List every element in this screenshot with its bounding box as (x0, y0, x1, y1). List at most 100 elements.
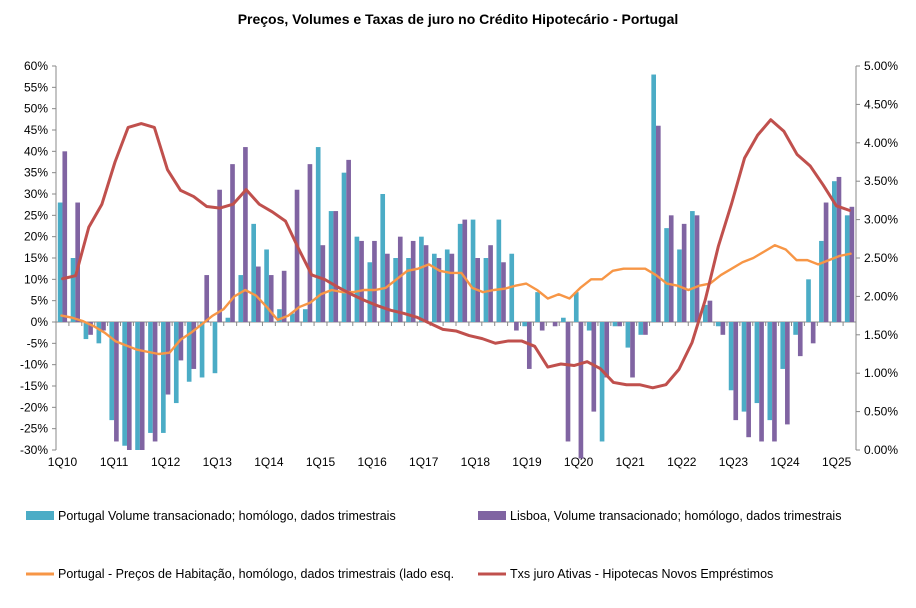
y-left-tick-label: -5% (27, 336, 49, 350)
portugal-volume-bar (173, 322, 179, 404)
portugal-volume-bar (122, 322, 127, 446)
lisboa-volume-bar (772, 322, 777, 442)
y-left-tick-label: 45% (24, 123, 48, 137)
y-right-tick-label: 2.00% (864, 289, 898, 303)
lisboa-volume-bar (397, 236, 403, 322)
portugal-volume-bar (109, 322, 115, 421)
legend-label: Txs juro Ativas - Hipotecas Novos Emprés… (510, 567, 773, 581)
lisboa-volume-bar (501, 262, 506, 322)
lisboa-volume-bar (514, 322, 519, 331)
x-tick-label: 1Q13 (203, 455, 233, 469)
x-tick-label: 1Q12 (151, 455, 181, 469)
portugal-volume-bar (277, 309, 282, 322)
lisboa-volume-bar (436, 258, 442, 322)
lisboa-volume-bar (281, 270, 287, 322)
x-tick-label: 1Q15 (306, 455, 336, 469)
lisboa-volume-bar (746, 322, 751, 438)
y-left-tick-label: 10% (24, 272, 48, 286)
y-right-tick-label: 3.00% (864, 213, 898, 227)
interest-rate-line (61, 118, 851, 390)
portugal-volume-bar (367, 262, 373, 322)
x-tick-label: 1Q18 (461, 455, 491, 469)
portugal-volume-bar (793, 322, 798, 335)
lisboa-volume-bar (630, 322, 635, 378)
lisboa-volume-bar (243, 147, 248, 322)
lisboa-volume-bar (126, 322, 132, 450)
axes-layer: -30% -25% -20% -15% -10% -5% 0% 5% 10% 15% 20% 25% 3… (20, 59, 898, 469)
portugal-volume-bar (470, 219, 476, 322)
portugal-volume-bar (393, 258, 398, 322)
legend: Portugal Volume transacionado; homólogo,… (26, 509, 841, 581)
portugal-volume-bar (57, 202, 63, 322)
portugal-volume-bar (225, 317, 231, 322)
y-left-tick-label: 30% (24, 187, 48, 201)
y-right-tick-label: 4.00% (864, 136, 898, 150)
y-left-tick-label: 35% (24, 166, 48, 180)
lisboa-volume-bar (268, 275, 274, 322)
lisboa-volume-bar (733, 322, 739, 421)
y-right-tick-label: 2.50% (864, 251, 898, 265)
lisboa-volume-bar (785, 322, 790, 425)
lisboa-volume-bar (656, 125, 661, 322)
lisboa-volume-bar (178, 322, 184, 361)
y-right-tick-label: 4.50% (864, 97, 898, 111)
legend-swatch (26, 511, 54, 520)
lisboa-volume-bar (449, 253, 455, 322)
y-left-tick-label: -25% (20, 422, 48, 436)
legend-item-lisboa-volume: Lisboa, Volume transacionado; homólogo, … (478, 509, 841, 523)
x-tick-label: 1Q23 (719, 455, 749, 469)
portugal-volume-bar (496, 219, 502, 322)
lisboa-volume-bar (759, 322, 764, 442)
y-right-tick-label: 5.00% (864, 59, 898, 73)
portugal-volume-bar (651, 74, 656, 322)
portugal-volume-bar (483, 258, 489, 322)
portugal-volume-bar (664, 228, 669, 322)
x-tick-label: 1Q25 (822, 455, 852, 469)
portugal-volume-bar (251, 223, 256, 322)
x-tick-label: 1Q20 (564, 455, 594, 469)
lisboa-volume-bar (462, 219, 468, 322)
lisboa-volume-bar (230, 164, 235, 322)
portugal-volume-bar (199, 322, 205, 378)
legend-label: Lisboa, Volume transacionado; homólogo, … (510, 509, 841, 523)
portugal-volume-bar (690, 211, 695, 322)
portugal-volume-bar (96, 322, 102, 344)
lisboa-volume-bar (294, 189, 300, 322)
lisboa-volume-bar (359, 240, 364, 322)
lisboa-volume-bar (488, 245, 493, 322)
lisboa-volume-bar (617, 322, 622, 327)
portugal-volume-bar (302, 309, 308, 322)
lisboa-volume-bar (410, 240, 416, 322)
portugal-volume-bar (573, 292, 579, 322)
lisboa-volume-bar (552, 322, 558, 327)
lisboa-volume-bar (849, 206, 855, 322)
portugal-volume-bar (380, 194, 386, 322)
portugal-volume-bar (238, 275, 244, 322)
x-tick-label: 1Q21 (616, 455, 646, 469)
portugal-volume-bar (819, 240, 824, 322)
lisboa-volume-bar (307, 164, 313, 322)
y-right-tick-label: 1.00% (864, 366, 898, 380)
portugal-volume-bar (161, 322, 166, 433)
x-tick-label: 1Q24 (770, 455, 800, 469)
lisboa-volume-bar (643, 322, 648, 335)
lisboa-volume-bar (720, 322, 726, 335)
y-left-tick-label: 40% (24, 144, 48, 158)
x-tick-label: 1Q16 (357, 455, 387, 469)
lisboa-volume-bar (152, 322, 158, 442)
y-left-tick-label: 5% (31, 294, 49, 308)
lisboa-volume-bar (139, 322, 145, 450)
portugal-volume-bar (599, 322, 605, 442)
portugal-volume-bar (212, 322, 218, 374)
lisboa-volume-bar (694, 215, 700, 322)
portugal-volume-bar (612, 322, 618, 327)
portugal-volume-bar (135, 322, 140, 450)
portugal-volume-bar (70, 258, 76, 322)
legend-item-portugal-volume: Portugal Volume transacionado; homólogo,… (26, 509, 396, 523)
lisboa-volume-bar (707, 300, 713, 322)
legend-item-price-index: Portugal - Preços de Habitação, homólogo… (26, 567, 454, 581)
portugal-volume-bar (844, 215, 850, 322)
x-tick-label: 1Q19 (512, 455, 542, 469)
lisboa-volume-bar (836, 176, 842, 322)
